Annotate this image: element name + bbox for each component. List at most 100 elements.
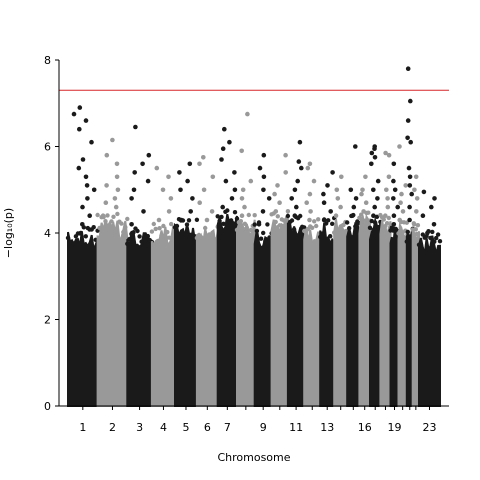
snp-point <box>406 165 412 171</box>
chromosome-2-edge-point <box>105 213 110 218</box>
snp-point <box>386 152 392 158</box>
chromosome-13-edge-point <box>328 234 333 239</box>
snp-point <box>328 209 334 214</box>
chromosome-9-edge-point <box>265 222 270 227</box>
chromosome-4-edge-point <box>155 239 160 244</box>
snp-point <box>177 170 182 175</box>
snp-point <box>375 178 381 184</box>
chromosome-4-edge-point <box>161 223 166 229</box>
chromosome-4-edge-point <box>159 233 164 238</box>
x-tick-label: 16 <box>358 421 372 434</box>
snp-point <box>414 196 420 201</box>
chromosome-17-edge-point <box>374 214 380 219</box>
snp-point <box>299 165 304 171</box>
chromosome-13-group <box>318 170 337 407</box>
chromosome-11-edge-point <box>285 213 291 219</box>
chromosome-9-edge-point <box>261 230 266 236</box>
snp-point <box>266 196 272 201</box>
chromosome-18-edge-point <box>381 217 386 222</box>
chromosome-10-edge-point <box>275 214 280 219</box>
x-tick-label: 23 <box>422 421 436 434</box>
snp-point <box>397 144 402 149</box>
chromosome-8-edge-point <box>242 221 248 226</box>
snp-point <box>432 196 437 201</box>
snp-point <box>77 126 82 132</box>
snp-point <box>307 217 312 223</box>
chromosome-8-points-body <box>236 219 256 407</box>
chromosome-8-edge-point <box>240 226 246 231</box>
chromosome-4-edge-point <box>163 235 168 241</box>
snp-point <box>272 191 277 197</box>
chromosome-7-edge-point <box>230 221 236 226</box>
chromosome-6-edge-point <box>207 232 212 237</box>
chromosome-2-edge-point <box>115 211 120 217</box>
snp-point <box>100 213 106 218</box>
chromosome-1-edge-point <box>91 225 96 230</box>
chromosome-1-edge-point <box>79 240 85 246</box>
snp-point <box>78 230 84 236</box>
snp-point <box>77 105 83 110</box>
chromosome-5-edge-point <box>182 231 188 237</box>
chromosome-9-edge-point <box>263 238 268 244</box>
snp-point <box>292 213 298 218</box>
y-tick-label: 6 <box>44 141 51 154</box>
snp-point <box>145 178 151 184</box>
chromosome-2-edge-point <box>125 216 130 222</box>
snp-point <box>405 118 411 123</box>
chromosome-4-group <box>149 165 178 407</box>
chromosome-6-edge-point <box>201 236 206 241</box>
snp-point <box>261 174 267 180</box>
chromosome-2-points-body <box>96 219 129 407</box>
snp-point <box>321 191 326 197</box>
snp-point <box>369 161 374 167</box>
chromosome-3-points-body <box>126 229 153 407</box>
snp-point <box>104 152 110 158</box>
chromosome-12-points-body <box>303 228 322 407</box>
chromosome-8-edge-point <box>246 212 251 218</box>
snp-point <box>351 204 357 210</box>
chromosome-3-edge-point <box>135 228 140 234</box>
chromosome-4-edge-point <box>157 226 162 231</box>
chromosome-8-edge-point <box>248 227 253 233</box>
chromosome-6-group <box>194 155 220 407</box>
chromosome-7-edge-point <box>215 214 220 219</box>
snp-point <box>222 126 227 132</box>
snp-point <box>413 174 419 180</box>
chromosome-12-edge-point <box>314 223 319 229</box>
snp-point <box>283 170 289 175</box>
snp-point <box>80 157 86 162</box>
chromosome-17-edge-point <box>371 227 376 233</box>
snp-point <box>103 200 109 205</box>
y-tick-label: 2 <box>44 314 51 327</box>
chromosome-5-edge-point <box>194 217 200 222</box>
snp-point <box>383 150 388 156</box>
snp-point <box>409 191 415 197</box>
snp-point <box>375 196 380 201</box>
snp-point <box>304 200 310 205</box>
chromosome-9-group <box>252 152 274 407</box>
chromosome-12-edge-point <box>310 225 315 230</box>
chromosome-4-edge-point <box>167 235 172 240</box>
chromosome-23-edge-point <box>432 239 437 244</box>
snp-point <box>408 139 414 145</box>
snp-point <box>338 204 343 210</box>
snp-point <box>210 174 216 180</box>
snp-point <box>321 200 327 205</box>
y-tick-label: 0 <box>44 400 51 413</box>
chromosome-13-edge-point <box>330 221 335 226</box>
snp-point <box>398 200 403 205</box>
chromosome-5-edge-point <box>186 218 192 223</box>
snp-point <box>129 222 134 227</box>
snp-point <box>261 187 266 193</box>
chromosome-16-edge-point <box>366 210 371 215</box>
chromosome-23-points-body <box>418 235 441 407</box>
snp-point <box>166 209 172 214</box>
snp-point <box>400 209 406 214</box>
snp-point <box>76 165 82 171</box>
chromosome-9-edge-point <box>254 228 260 234</box>
chromosome-9-edge-point <box>252 222 257 227</box>
snp-point <box>91 187 97 193</box>
chromosome-1-group <box>65 105 100 407</box>
